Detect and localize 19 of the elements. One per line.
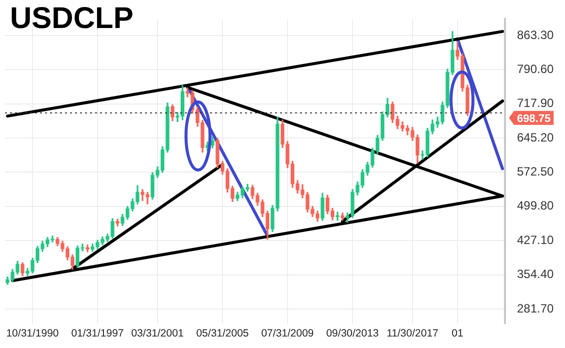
y-tick-label: 281.70 <box>517 301 554 316</box>
x-tick-label: 10/31/1990 <box>6 328 59 340</box>
x-tick-label: 07/31/2009 <box>261 328 314 340</box>
ref-line-label: 698.75 <box>516 112 551 125</box>
x-tick-label: 01/31/1997 <box>71 328 124 340</box>
y-tick-label: 863.30 <box>517 28 554 42</box>
x-tick-label: 09/30/2013 <box>326 328 379 340</box>
chart-title: USDCLP <box>10 2 134 36</box>
y-tick-label: 717.90 <box>517 96 554 110</box>
x-tick-label: 05/31/2005 <box>196 328 249 340</box>
x-tick-label: 01 <box>452 328 464 340</box>
y-tick-label: 572.50 <box>517 164 554 179</box>
x-tick-label: 03/31/2001 <box>131 328 184 340</box>
y-tick-label: 499.80 <box>517 198 554 213</box>
y-tick-label: 354.40 <box>517 267 554 282</box>
y-tick-label: 645.20 <box>517 130 554 144</box>
y-tick-label: 790.60 <box>517 62 554 76</box>
y-tick-label: 427.10 <box>517 232 554 247</box>
x-tick-label: 11/30/2017 <box>386 328 439 340</box>
